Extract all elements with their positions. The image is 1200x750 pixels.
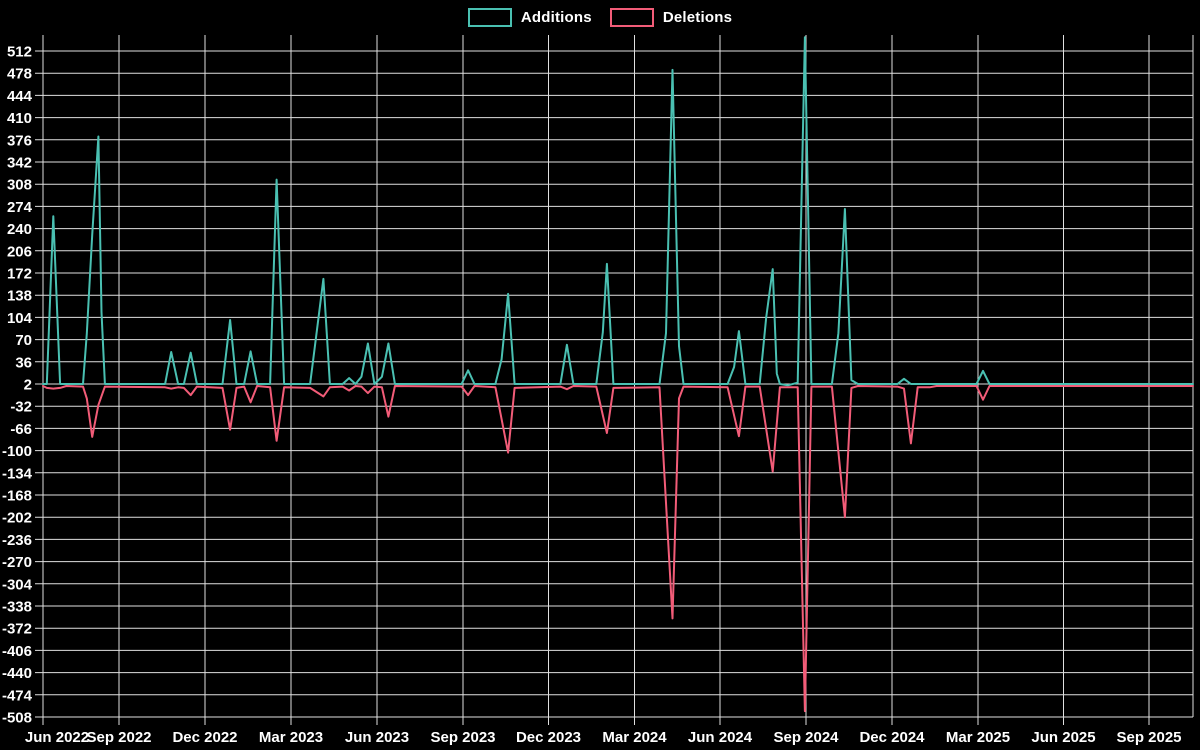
y-tick-label: 172	[7, 266, 32, 283]
y-tick-label: 36	[15, 354, 32, 371]
y-tick-label: -270	[2, 554, 32, 571]
y-tick-label: -236	[2, 532, 32, 549]
y-tick-label: -134	[2, 465, 33, 482]
x-tick-label: Mar 2024	[602, 729, 667, 746]
x-tick-label: Jun 2022	[25, 729, 89, 746]
x-tick-label: Sep 2025	[1116, 729, 1181, 746]
y-tick-label: -508	[2, 710, 32, 727]
y-tick-label: -474	[2, 687, 33, 704]
additions-swatch-icon	[467, 8, 512, 27]
y-tick-label: -406	[2, 643, 32, 660]
x-tick-label: Sep 2022	[86, 729, 151, 746]
legend-label-additions: Additions	[520, 9, 592, 26]
x-tick-label: Dec 2022	[172, 729, 237, 746]
additions-line	[42, 36, 1194, 387]
x-tick-label: Dec 2023	[516, 729, 581, 746]
x-tick-label: Mar 2023	[259, 729, 323, 746]
y-tick-label: 206	[7, 243, 32, 260]
y-tick-label: 104	[7, 310, 33, 327]
y-tick-label: -202	[2, 510, 32, 527]
legend-label-deletions: Deletions	[662, 9, 733, 26]
y-tick-label: -32	[10, 399, 32, 416]
y-tick-label: 240	[7, 221, 32, 238]
y-tick-label: -304	[2, 576, 33, 593]
y-tick-label: 342	[7, 155, 32, 172]
y-tick-label: -66	[10, 421, 32, 438]
y-tick-label: 2	[24, 377, 32, 394]
y-tick-label: 308	[7, 177, 32, 194]
y-tick-label: 274	[7, 199, 33, 216]
y-tick-label: 512	[7, 44, 32, 61]
y-tick-label: 478	[7, 66, 32, 83]
deletions-line	[42, 385, 1194, 713]
x-tick-label: Jun 2024	[688, 729, 753, 746]
y-tick-label: 70	[15, 332, 32, 349]
y-tick-label: -100	[2, 443, 32, 460]
y-tick-label: 376	[7, 132, 32, 149]
legend-item-additions[interactable]: Additions	[467, 8, 592, 27]
x-tick-label: Jun 2023	[345, 729, 409, 746]
chart-legend: Additions Deletions	[0, 8, 1200, 27]
y-tick-label: -440	[2, 665, 32, 682]
x-tick-label: Sep 2024	[773, 729, 839, 746]
deletions-swatch-icon	[609, 8, 654, 27]
legend-item-deletions[interactable]: Deletions	[609, 8, 733, 27]
y-tick-label: 138	[7, 288, 32, 305]
y-tick-label: 444	[7, 88, 33, 105]
x-tick-label: Mar 2025	[946, 729, 1010, 746]
x-tick-label: Jun 2025	[1031, 729, 1095, 746]
y-tick-label: -168	[2, 488, 32, 505]
x-tick-label: Dec 2024	[859, 729, 925, 746]
y-tick-label: 410	[7, 110, 32, 127]
x-tick-label: Sep 2023	[430, 729, 495, 746]
y-tick-label: -338	[2, 599, 32, 616]
y-tick-label: -372	[2, 621, 32, 638]
